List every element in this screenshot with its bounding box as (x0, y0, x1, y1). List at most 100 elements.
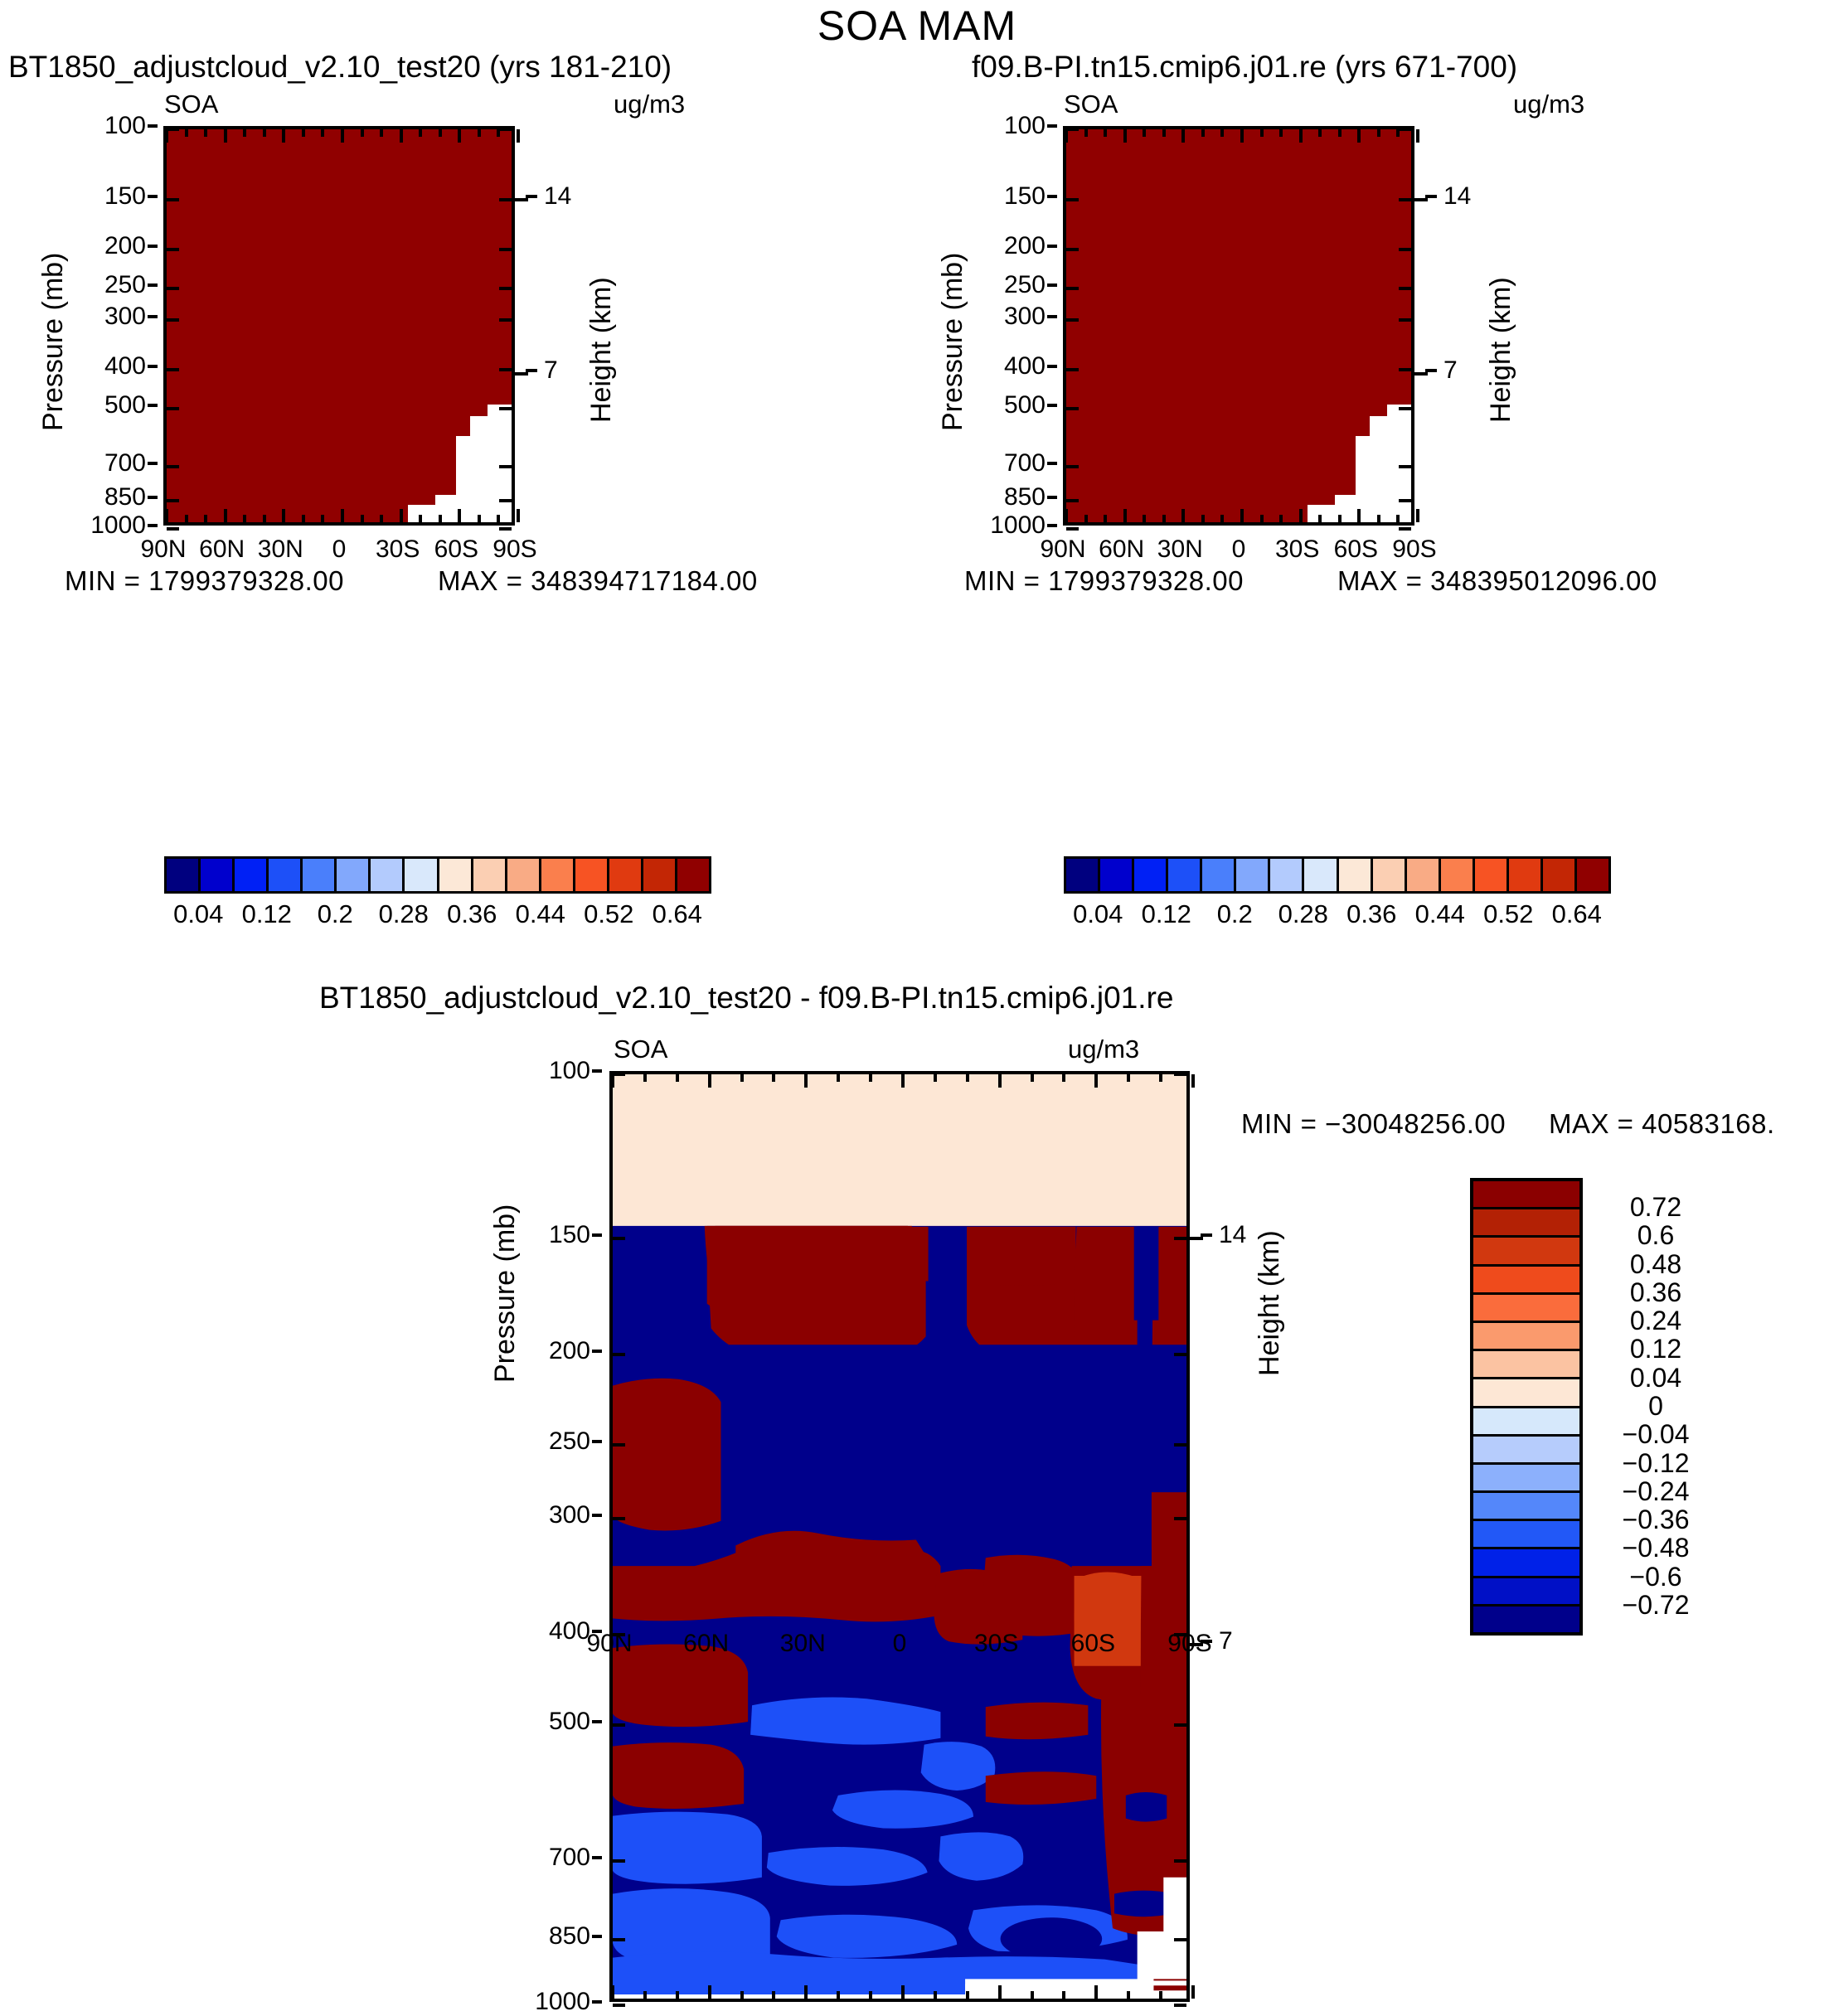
pressure-tick-mark (1047, 124, 1057, 128)
axis-tick (1240, 129, 1244, 143)
axis-tick (804, 1985, 808, 1999)
pressure-tick-label: 200 (1003, 232, 1046, 260)
xaxis-tick-label: 60N (683, 1630, 730, 1657)
colorbar-cell (1473, 1351, 1579, 1380)
colorbar-cell (1473, 1209, 1579, 1238)
axis-tick (477, 129, 481, 137)
colorbar-difference-labels: 0.72 0.6 0.48 0.36 0.24 0.12 0.04 0 −0.04 −0.12 −0… (1594, 1194, 1718, 1618)
axis-tick (1127, 1074, 1131, 1082)
axis-tick (497, 129, 501, 137)
axis-tick (1396, 129, 1400, 137)
pressure-tick-label: 500 (1003, 390, 1046, 419)
pressure-tick-label: 500 (104, 390, 146, 419)
pressure-tick-mark (148, 462, 158, 466)
axis-tick (1030, 1991, 1034, 1999)
difference-y2axis-labels: 14 7 (1201, 1071, 1259, 2002)
colorbar-tick-label: 0.64 (652, 899, 702, 928)
top-left-yaxis-title: Pressure (mb) (37, 252, 69, 431)
axis-tick (1065, 509, 1068, 522)
axis-tick (1127, 1991, 1131, 1999)
colorbar-tick-label: 0.44 (1414, 899, 1465, 928)
axis-tick (613, 1859, 625, 1863)
colorbar-cell (1440, 859, 1475, 891)
axis-tick (1399, 465, 1411, 469)
height-axis-tick (1186, 1643, 1203, 1647)
axis-tick (1066, 527, 1079, 531)
height-tick-mark (1425, 194, 1437, 198)
axis-tick (282, 509, 286, 522)
axis-tick (772, 1991, 776, 1999)
axis-tick (707, 1985, 711, 1999)
axis-tick (499, 406, 512, 410)
axis-tick (1174, 1442, 1186, 1447)
axis-tick (1084, 515, 1088, 522)
pressure-tick-label: 100 (104, 112, 146, 139)
colorbar-tick-label: 0.72 (1629, 1192, 1682, 1222)
top-left-yaxis-labels: 100 150 200 250 300 400 500 700 850 1000 (75, 112, 158, 539)
pressure-tick-label: 400 (104, 352, 146, 380)
xaxis-tick-label: 0 (332, 536, 347, 563)
axis-tick (965, 1074, 969, 1082)
height-tick-label: 7 (544, 356, 558, 385)
difference-max-text: MAX = 40583168. (1549, 1108, 1775, 1139)
pressure-tick-label: 400 (548, 1617, 590, 1645)
axis-tick (419, 515, 423, 522)
axis-tick (869, 1074, 873, 1082)
colorbar-cell (1474, 859, 1509, 891)
xaxis-tick-label: 30N (1157, 536, 1203, 563)
xaxis-tick-label: 90N (140, 536, 187, 563)
height-axis-tick (1411, 372, 1428, 376)
pressure-tick-label: 700 (1003, 449, 1046, 477)
colorbar-tick-label: 0.36 (447, 899, 497, 928)
top-left-min-text: MIN = 1799379328.00 (65, 565, 345, 596)
colorbar-cell (1338, 859, 1373, 891)
colorbar-cell (677, 859, 709, 891)
pressure-tick-mark (592, 1934, 602, 1938)
pressure-tick-label: 500 (548, 1707, 590, 1735)
colorbar-tick-label: 0.36 (1346, 899, 1397, 928)
axis-tick (1399, 368, 1411, 372)
pressure-tick-label: 1000 (990, 511, 1046, 539)
axis-tick (167, 406, 179, 410)
xaxis-tick-label: 30S (973, 1630, 1019, 1657)
colorbar-cell (1473, 1181, 1579, 1210)
pressure-tick-mark (1047, 194, 1057, 198)
axis-tick (380, 129, 384, 137)
axis-tick (613, 1937, 625, 1941)
axis-tick (1337, 515, 1342, 522)
colorbar-tick-label: −0.6 (1629, 1561, 1682, 1592)
colorbar-tick-label: 0.48 (1629, 1248, 1682, 1279)
axis-tick (499, 317, 512, 322)
axis-tick (901, 1985, 905, 1999)
difference-yaxis-labels: 100 150 200 250 300 400 500 700 850 1000 (522, 1057, 602, 2015)
axis-tick (223, 509, 227, 522)
pressure-tick-label: 850 (1003, 482, 1046, 511)
colorbar-tick-label: −0.24 (1622, 1476, 1690, 1506)
axis-tick (1084, 129, 1088, 137)
axis-tick (301, 129, 305, 137)
height-axis-tick (1411, 197, 1428, 201)
colorbar-tick-label: 0.44 (515, 899, 565, 928)
axis-tick (321, 129, 325, 137)
colorbar-tick-label: 0.24 (1629, 1306, 1682, 1336)
axis-tick (613, 1236, 625, 1240)
axis-tick (1201, 129, 1205, 137)
axis-tick (204, 129, 208, 137)
axis-tick (613, 1723, 625, 1727)
colorbar-difference (1470, 1178, 1583, 1636)
colorbar-cell (303, 859, 337, 891)
colorbar-cell (1473, 1577, 1579, 1606)
axis-tick (613, 1442, 625, 1447)
axis-tick (1416, 129, 1419, 143)
axis-tick (1191, 1985, 1195, 1999)
pressure-tick-mark (148, 495, 158, 499)
axis-tick (243, 515, 247, 522)
axis-tick (1396, 515, 1400, 522)
axis-tick (869, 1991, 873, 1999)
pressure-tick-mark (1047, 524, 1057, 527)
colorbar-cell (1542, 859, 1577, 891)
axis-tick (613, 1516, 625, 1520)
axis-tick (1376, 515, 1380, 522)
colorbar-tick-label: −0.72 (1622, 1589, 1690, 1620)
colorbar-tick-label: 0.12 (1141, 899, 1191, 928)
